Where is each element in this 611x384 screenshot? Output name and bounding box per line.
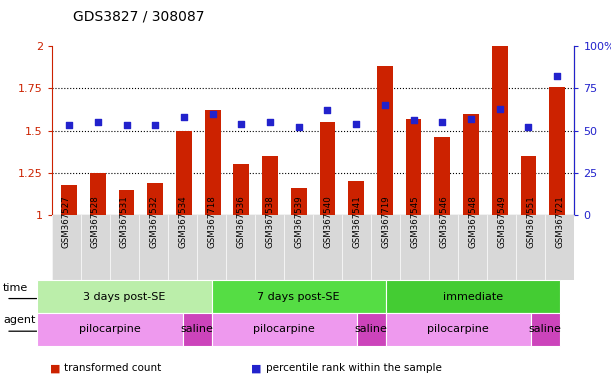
Text: ■: ■ xyxy=(251,363,262,374)
Bar xyxy=(262,156,278,215)
Point xyxy=(466,116,476,122)
Text: GSM367531: GSM367531 xyxy=(120,195,129,248)
Bar xyxy=(176,131,192,215)
Point xyxy=(64,122,74,129)
Bar xyxy=(406,119,422,215)
Text: ■: ■ xyxy=(49,363,60,374)
Text: GSM367539: GSM367539 xyxy=(294,195,303,248)
Text: GSM367721: GSM367721 xyxy=(555,195,565,248)
Text: pilocarpine: pilocarpine xyxy=(253,324,315,334)
Bar xyxy=(348,181,364,215)
Point xyxy=(93,119,103,125)
Point xyxy=(380,102,390,108)
Bar xyxy=(90,173,106,215)
Text: saline: saline xyxy=(355,324,387,334)
Point xyxy=(265,119,275,125)
Bar xyxy=(291,188,307,215)
Bar xyxy=(492,46,508,215)
Bar xyxy=(463,114,479,215)
Text: saline: saline xyxy=(181,324,213,334)
Text: immediate: immediate xyxy=(443,291,503,302)
Text: transformed count: transformed count xyxy=(64,363,161,374)
Text: GSM367545: GSM367545 xyxy=(410,195,419,248)
Bar xyxy=(61,185,77,215)
Point xyxy=(236,121,246,127)
Text: percentile rank within the sample: percentile rank within the sample xyxy=(266,363,442,374)
Text: GSM367719: GSM367719 xyxy=(381,195,390,248)
Point xyxy=(150,122,160,129)
Text: GSM367548: GSM367548 xyxy=(468,195,477,248)
Point xyxy=(351,121,361,127)
Point xyxy=(179,114,189,120)
Text: 3 days post-SE: 3 days post-SE xyxy=(83,291,166,302)
Bar xyxy=(147,183,163,215)
Text: GSM367718: GSM367718 xyxy=(207,195,216,248)
Text: GSM367527: GSM367527 xyxy=(62,195,71,248)
Bar xyxy=(549,87,565,215)
Text: GDS3827 / 308087: GDS3827 / 308087 xyxy=(73,10,205,23)
Bar xyxy=(205,110,221,215)
Bar xyxy=(377,66,393,215)
Text: GSM367551: GSM367551 xyxy=(526,195,535,248)
Text: GSM367546: GSM367546 xyxy=(439,195,448,248)
Point xyxy=(552,73,562,79)
Text: GSM367541: GSM367541 xyxy=(352,195,361,248)
Text: GSM367538: GSM367538 xyxy=(265,195,274,248)
Point xyxy=(495,106,505,112)
Text: 7 days post-SE: 7 days post-SE xyxy=(257,291,340,302)
Text: GSM367536: GSM367536 xyxy=(236,195,245,248)
Point xyxy=(323,107,332,113)
Bar xyxy=(320,122,335,215)
Text: GSM367532: GSM367532 xyxy=(149,195,158,248)
Bar xyxy=(233,164,249,215)
Point xyxy=(437,119,447,125)
Text: GSM367528: GSM367528 xyxy=(91,195,100,248)
Bar xyxy=(119,190,134,215)
Text: saline: saline xyxy=(529,324,562,334)
Text: time: time xyxy=(3,283,28,293)
Text: GSM367549: GSM367549 xyxy=(497,195,507,248)
Bar xyxy=(434,137,450,215)
Text: GSM367534: GSM367534 xyxy=(178,195,187,248)
Point xyxy=(208,111,218,117)
Text: GSM367540: GSM367540 xyxy=(323,195,332,248)
Point xyxy=(409,118,419,124)
Point xyxy=(122,122,131,129)
Text: pilocarpine: pilocarpine xyxy=(427,324,489,334)
Text: pilocarpine: pilocarpine xyxy=(79,324,141,334)
Text: agent: agent xyxy=(3,315,35,326)
Bar xyxy=(521,156,536,215)
Point xyxy=(524,124,533,130)
Point xyxy=(294,124,304,130)
